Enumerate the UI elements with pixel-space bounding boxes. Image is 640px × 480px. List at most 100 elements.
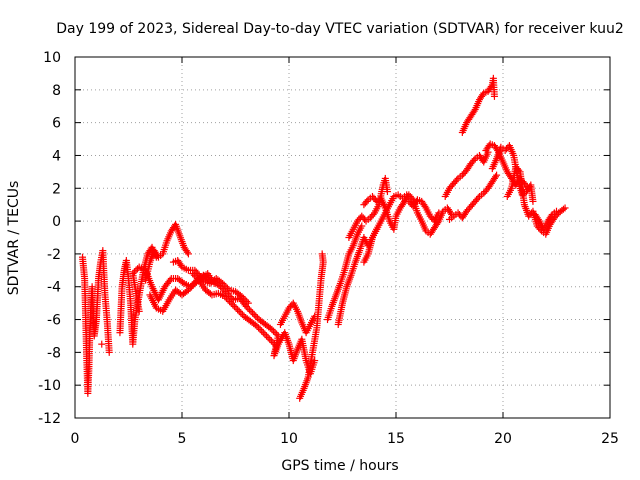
data-point xyxy=(259,329,267,337)
data-point xyxy=(221,288,229,296)
x-tick-label: 20 xyxy=(494,431,512,447)
data-point xyxy=(186,284,194,292)
data-point xyxy=(255,324,263,332)
data-point xyxy=(206,290,214,298)
y-tick-label: -4 xyxy=(47,280,61,296)
data-point xyxy=(247,307,255,315)
data-point xyxy=(218,284,226,292)
data-point xyxy=(194,275,202,283)
data-point xyxy=(256,325,264,333)
data-point xyxy=(192,273,200,281)
data-point xyxy=(534,215,542,223)
data-point xyxy=(228,294,236,302)
data-point xyxy=(244,304,252,312)
data-point xyxy=(261,330,269,338)
data-point xyxy=(269,327,277,335)
data-point xyxy=(230,302,238,310)
data-point xyxy=(264,334,272,342)
data-point xyxy=(435,209,443,217)
x-tick-label: 5 xyxy=(178,431,187,447)
data-point xyxy=(318,250,326,258)
data-point xyxy=(183,248,191,256)
data-point xyxy=(383,188,391,196)
data-point xyxy=(447,209,455,217)
y-tick-label: 2 xyxy=(52,181,61,197)
data-point xyxy=(358,222,366,230)
data-point xyxy=(189,270,197,278)
data-point xyxy=(267,337,275,345)
chart-title: Day 199 of 2023, Sidereal Day-to-day VTE… xyxy=(56,21,624,37)
data-point xyxy=(263,332,271,340)
data-point xyxy=(369,211,377,219)
y-tick-label: 6 xyxy=(52,116,61,132)
data-point xyxy=(234,306,242,314)
data-point xyxy=(490,92,498,100)
data-point xyxy=(245,306,253,314)
data-point xyxy=(250,311,258,319)
data-point xyxy=(266,335,274,343)
y-tick-label: -8 xyxy=(47,345,61,361)
y-tick-label: -10 xyxy=(38,378,61,394)
x-tick-label: 25 xyxy=(601,431,619,447)
data-point xyxy=(129,270,137,278)
x-tick-label: 10 xyxy=(280,431,298,447)
data-point xyxy=(242,302,250,310)
data-point xyxy=(363,197,371,205)
y-tick-label: -12 xyxy=(38,411,61,427)
data-point xyxy=(220,286,228,294)
x-tick-label: 15 xyxy=(387,431,405,447)
data-point xyxy=(132,266,140,274)
y-tick-label: 4 xyxy=(52,148,61,164)
data-point xyxy=(453,176,461,184)
data-point xyxy=(252,312,260,320)
data-point xyxy=(529,197,537,205)
y-axis-label: SDTVAR / TECUs xyxy=(6,181,22,296)
data-point xyxy=(311,357,319,365)
data-point xyxy=(559,205,567,213)
x-tick-label: 0 xyxy=(71,431,80,447)
data-point xyxy=(515,166,523,174)
data-point xyxy=(470,107,478,115)
data-point xyxy=(184,286,192,294)
data-point xyxy=(268,325,276,333)
data-point xyxy=(225,291,233,299)
data-point xyxy=(226,293,234,301)
data-point xyxy=(98,340,106,348)
data-point xyxy=(217,283,225,291)
data-point xyxy=(179,278,187,286)
data-point xyxy=(492,173,500,181)
x-axis-label: GPS time / hours xyxy=(281,458,398,474)
y-tick-label: -2 xyxy=(47,247,61,263)
data-point xyxy=(235,307,243,315)
data-point xyxy=(474,194,482,202)
data-point xyxy=(273,330,281,338)
data-point xyxy=(470,156,478,164)
data-points xyxy=(78,74,569,402)
data-point xyxy=(237,309,245,317)
data-point xyxy=(105,348,113,356)
data-point xyxy=(493,171,501,179)
data-point xyxy=(561,204,569,212)
data-point xyxy=(249,309,257,317)
y-tick-label: 10 xyxy=(43,50,61,66)
data-point xyxy=(188,283,196,291)
data-point xyxy=(547,212,555,220)
y-tick-label: 0 xyxy=(52,214,61,230)
y-tick-label: -6 xyxy=(47,313,61,329)
data-point xyxy=(271,329,279,337)
data-point xyxy=(258,327,266,335)
data-point xyxy=(166,276,174,284)
axis-ticks: 0 5 10 15 20 25 -12 -10 -8 -6 -4 -2 0 2 4 6 8 10 xyxy=(38,50,619,447)
data-point xyxy=(421,202,429,210)
data-point xyxy=(130,268,138,276)
data-point xyxy=(253,322,261,330)
data-point xyxy=(190,271,198,279)
y-tick-label: 8 xyxy=(52,83,61,99)
data-point xyxy=(184,250,192,258)
data-point xyxy=(553,207,560,215)
data-point xyxy=(232,304,240,312)
data-point xyxy=(223,289,231,297)
plot-frame xyxy=(74,56,611,419)
